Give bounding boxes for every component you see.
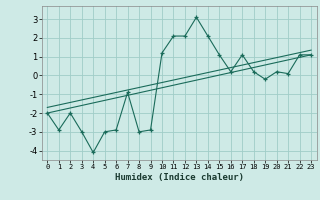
X-axis label: Humidex (Indice chaleur): Humidex (Indice chaleur): [115, 173, 244, 182]
